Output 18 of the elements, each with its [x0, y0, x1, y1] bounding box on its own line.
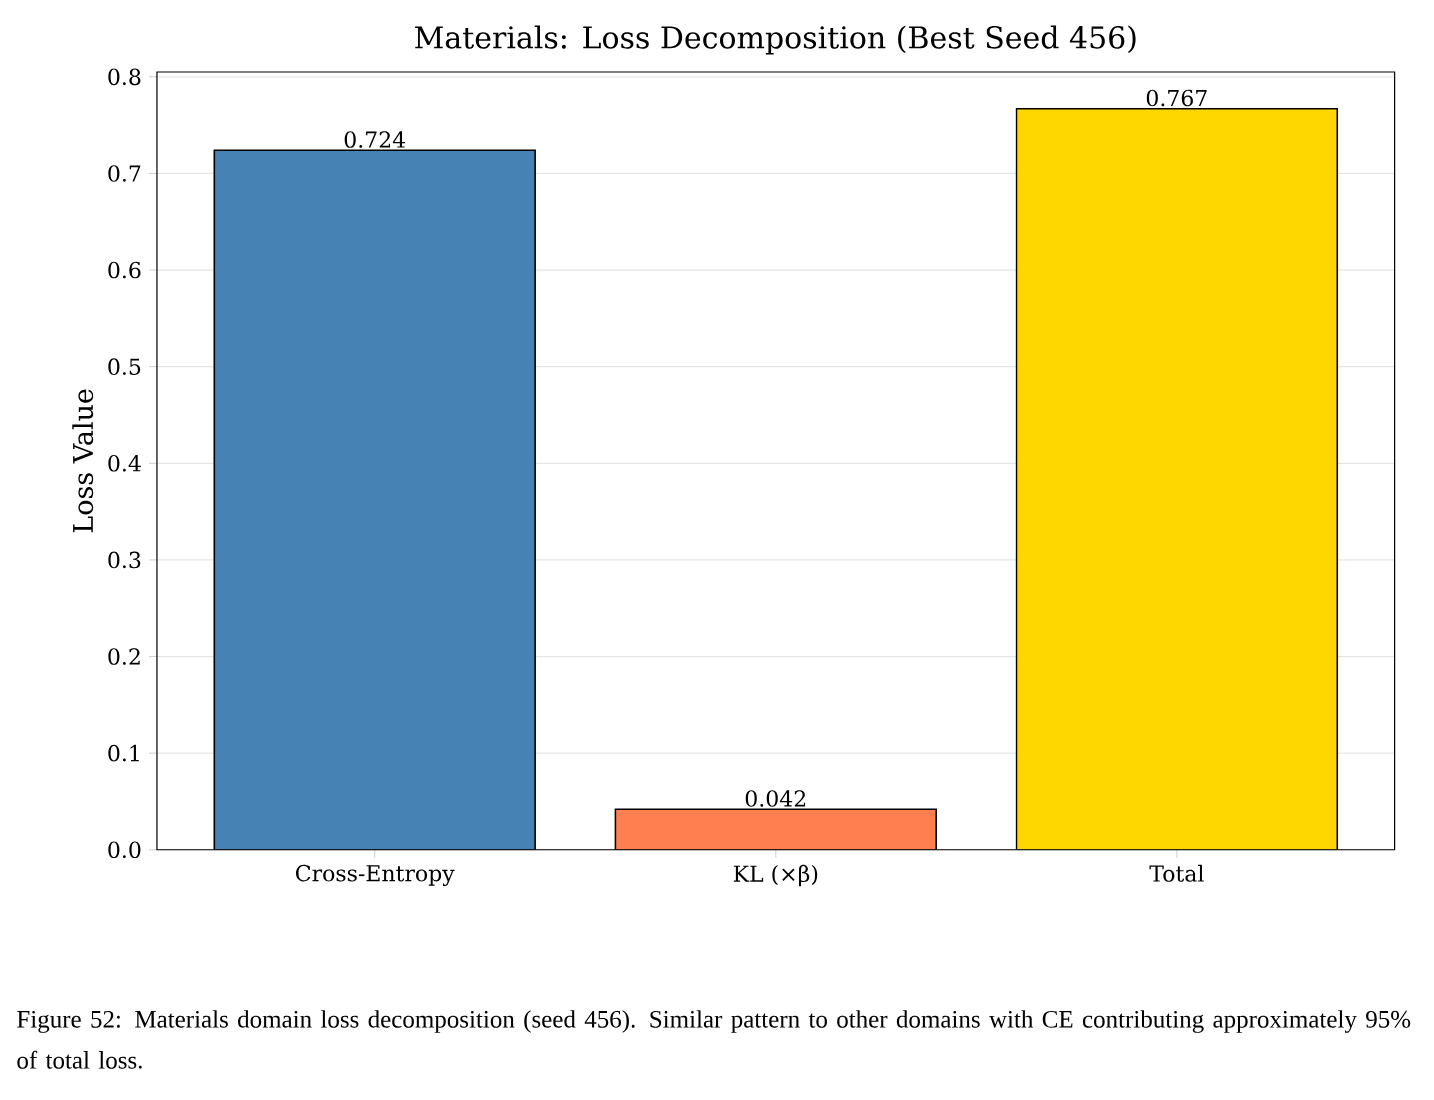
chart-title: Materials: Loss Decomposition (Best Seed 456): [415, 25, 1136, 55]
y-tick-label: 0.0: [108, 841, 141, 859]
data-label: 0.767: [1146, 89, 1207, 107]
x-tick-label: Total: [1149, 864, 1204, 882]
x-tick-label: Cross-Entropy: [296, 864, 455, 887]
y-tick-label: 0.5: [108, 358, 141, 376]
data-label: 0.042: [745, 790, 806, 807]
y-tick-label: 0.6: [108, 261, 141, 279]
y-tick-label: 0.1: [108, 744, 139, 762]
x-tick-label: KL (×β): [733, 864, 818, 887]
y-tick-label: 0.7: [108, 165, 141, 182]
y-tick-label: 0.3: [108, 551, 141, 569]
y-tick-label: 0.8: [108, 68, 141, 86]
y-axis-title: Loss Value: [72, 389, 94, 533]
data-label: 0.724: [344, 131, 406, 148]
y-tick-label: 0.2: [108, 648, 140, 665]
caption: Figure 52: Materials domain loss decomposition (seed 456). Similar pattern to other domains with CE contributing approximately 95% of total loss.: [17, 1010, 1411, 1069]
y-tick-label: 0.4: [108, 455, 141, 472]
